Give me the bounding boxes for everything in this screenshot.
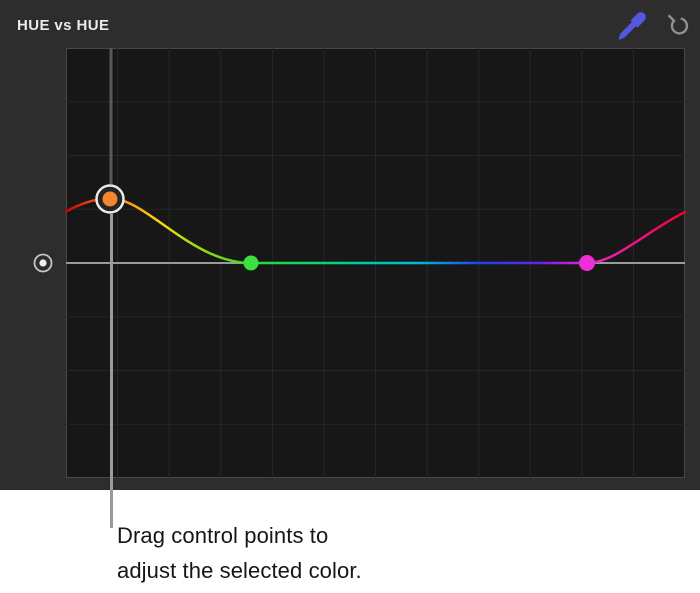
hue-curve-editor[interactable] — [0, 0, 700, 490]
panel-title: HUE vs HUE — [17, 17, 110, 34]
caption-line-2: adjust the selected color. — [117, 558, 362, 583]
callout-caption: Drag control points to adjust the select… — [117, 518, 362, 588]
eyedropper-button[interactable] — [614, 9, 650, 43]
control-point-orange[interactable] — [102, 191, 118, 207]
undo-icon — [668, 14, 689, 35]
eyedropper-icon — [618, 12, 646, 40]
control-point-green[interactable] — [243, 255, 259, 271]
caption-line-1: Drag control points to — [117, 523, 329, 548]
control-point-magenta[interactable] — [579, 255, 595, 271]
callout-line — [109, 214, 113, 528]
selected-color-target-icon — [33, 253, 53, 273]
hue-curve-panel: HUE vs HUE — [0, 0, 700, 490]
selected-color-target-dot — [39, 259, 47, 267]
reset-button[interactable] — [660, 12, 692, 42]
